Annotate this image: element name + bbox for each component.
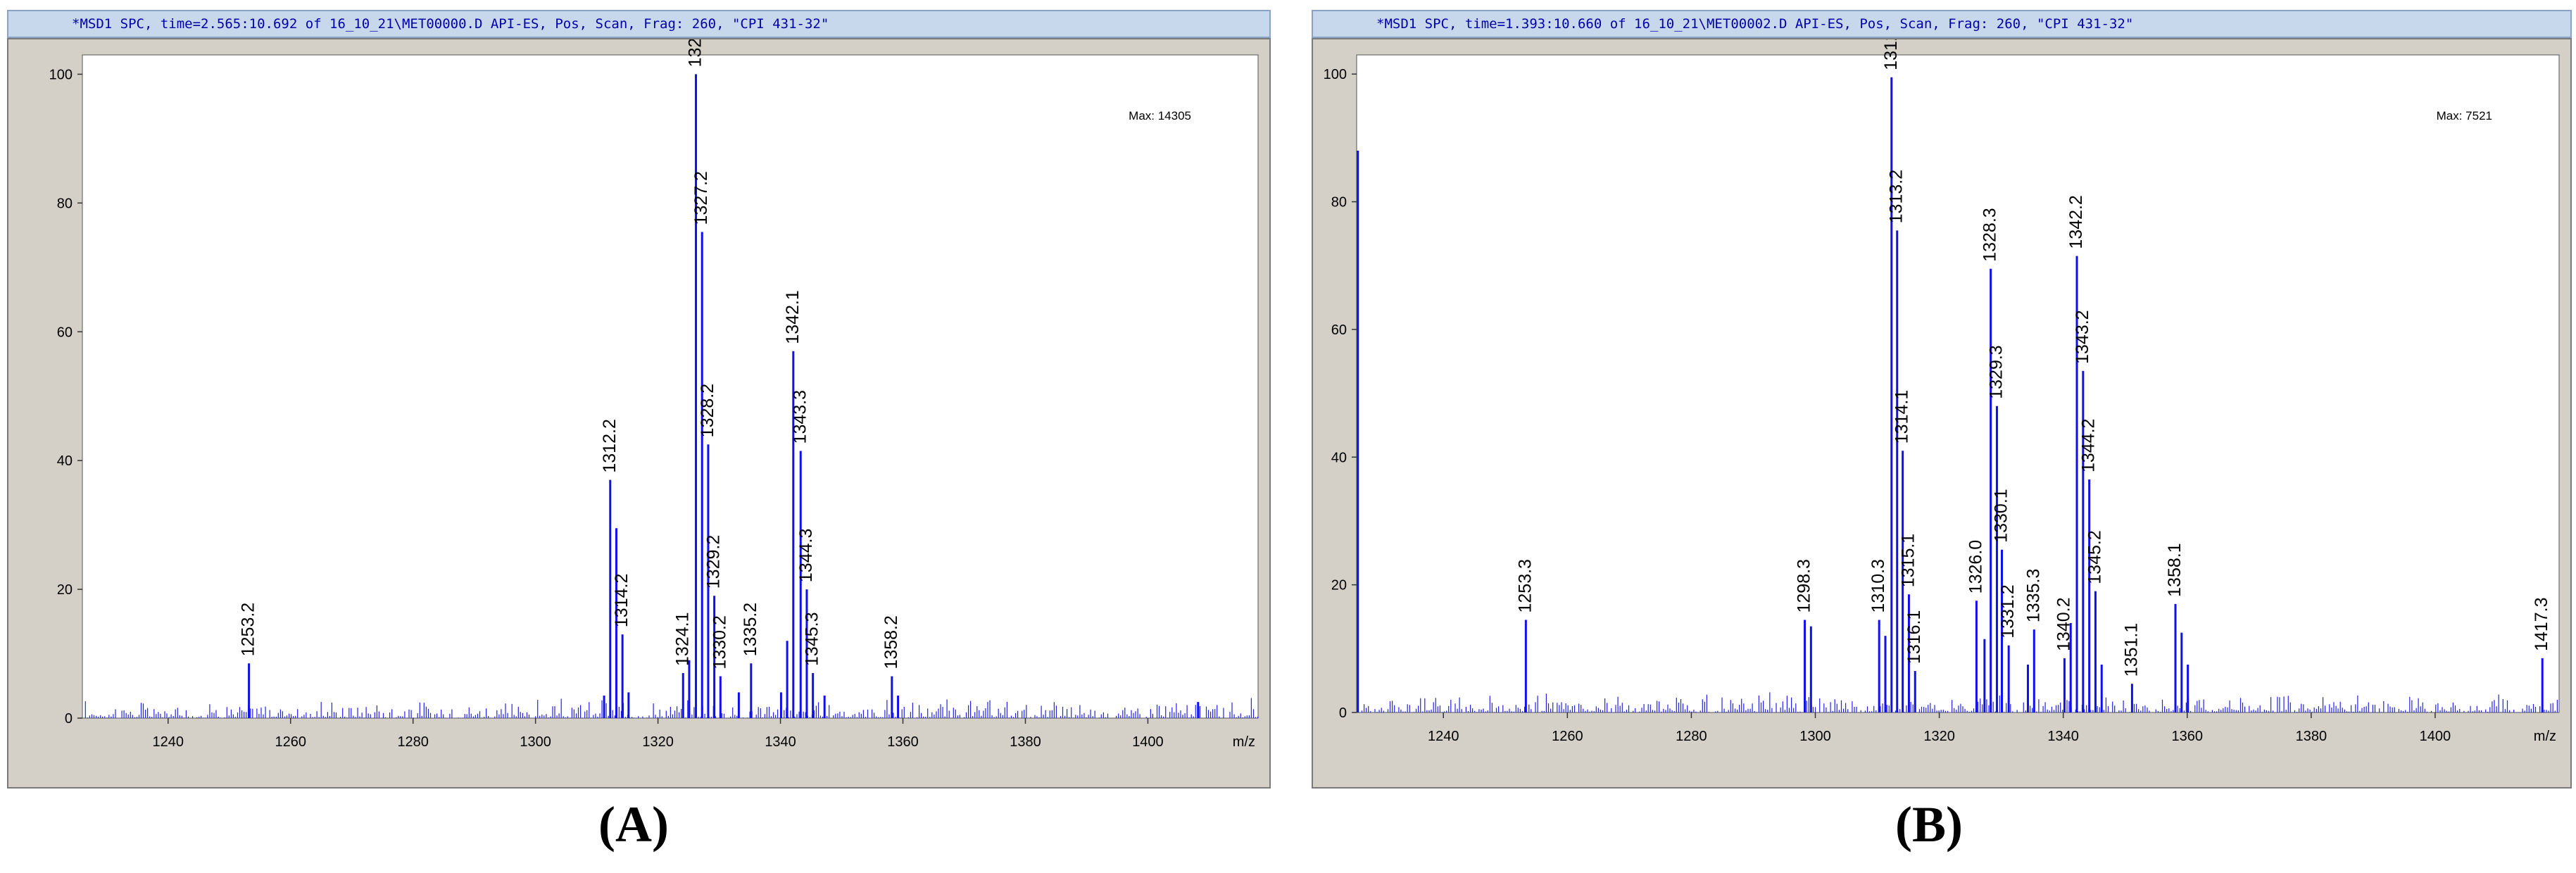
- peak-label: 1316.1: [1904, 610, 1924, 664]
- peak-label: 1314.1: [1892, 390, 1912, 444]
- peak-label: 1312.3: [1881, 39, 1901, 70]
- x-tick-label: 1300: [520, 734, 551, 750]
- x-tick-label: 1380: [2296, 729, 2327, 744]
- peak-label: 1345.2: [2085, 530, 2104, 584]
- peak-label: 1328.3: [1980, 208, 2000, 261]
- x-tick-label: 1380: [1010, 734, 1041, 750]
- y-tick-label: 40: [57, 453, 73, 469]
- mass-spectrum-chart-a: 0 20 40 60 80 100 1240 1260 1280 1300 1320 1340 1360…: [49, 39, 1259, 750]
- peak-label: 1331.2: [1998, 584, 2018, 638]
- panel-label-a: (A): [598, 796, 669, 853]
- x-tick-label: 1260: [1552, 729, 1583, 744]
- peak-label: 1326.2: [686, 39, 705, 67]
- plot-area: [82, 54, 1259, 719]
- peak-label: 1358.1: [2165, 543, 2185, 596]
- x-tick-label: 1320: [642, 734, 674, 750]
- spectrum-panel-a: *MSD1 SPC, time=2.565:10.692 of 16_10_21…: [7, 0, 1271, 789]
- peak-label: 1315.1: [1898, 534, 1918, 587]
- x-tick-label: 1280: [397, 734, 429, 750]
- spectrum-plot-frame-a: 0 20 40 60 80 100 1240 1260 1280 1300 1320 1340 1360…: [7, 38, 1271, 789]
- x-tick-label: 1340: [765, 734, 796, 750]
- y-tick-label: 0: [65, 711, 73, 727]
- y-tick-label: 60: [57, 325, 73, 340]
- spectrum-window-title-b: *MSD1 SPC, time=1.393:10.660 of 16_10_21…: [1312, 10, 2572, 38]
- x-tick-label: 1360: [887, 734, 919, 750]
- peak-label: 1314.2: [612, 574, 632, 627]
- x-tick-label: 1400: [2420, 729, 2451, 744]
- peak-label: 1342.1: [783, 290, 803, 344]
- peak-label: 1298.3: [1795, 559, 1814, 613]
- mass-spectrum-chart-b: 0 20 40 60 80 100 1240 1260 1280 1300 1320 1340 1360…: [1324, 39, 2560, 744]
- y-tick-label: 40: [1331, 450, 1347, 465]
- peak-label: 1312.2: [600, 419, 620, 472]
- peak-label: 1342.2: [2066, 195, 2086, 249]
- baseline-noise: [84, 698, 1259, 718]
- max-intensity-readout: Max: 7521: [2437, 109, 2492, 123]
- x-axis-label: m/z: [1233, 734, 1255, 750]
- peak-label: 1326.0: [1966, 540, 1985, 593]
- x-tick-label: 1400: [1132, 734, 1164, 750]
- y-tick-label: 20: [57, 582, 73, 598]
- y-tick-label: 60: [1331, 322, 1347, 338]
- y-tick-label: 0: [1339, 705, 1347, 721]
- peak-label: 1310.3: [1868, 559, 1888, 613]
- peak-label: 1344.3: [796, 529, 816, 582]
- peak-label: 1358.2: [881, 615, 901, 669]
- x-tick-label: 1240: [1428, 729, 1459, 744]
- peak-label: 1344.2: [2079, 419, 2099, 472]
- x-tick-label: 1240: [153, 734, 184, 750]
- y-tick-label: 20: [1331, 578, 1347, 593]
- x-tick-label: 1340: [2047, 729, 2079, 744]
- peak-label: 1253.3: [1515, 559, 1535, 613]
- x-axis-label: m/z: [2534, 729, 2556, 744]
- spectrum-window-title-a: *MSD1 SPC, time=2.565:10.692 of 16_10_21…: [7, 10, 1271, 38]
- peak-label: 1330.1: [1992, 489, 2011, 542]
- peak-label: 1417.3: [2532, 597, 2551, 651]
- x-tick-label: 1260: [275, 734, 306, 750]
- plot-area: [1356, 54, 2560, 713]
- max-intensity-readout: Max: 14305: [1129, 109, 1191, 123]
- spectrum-plot-frame-b: 0 20 40 60 80 100 1240 1260 1280 1300 1320 1340 1360…: [1312, 38, 2572, 789]
- panel-label-b: (B): [1895, 796, 1963, 853]
- x-tick-label: 1320: [1923, 729, 1955, 744]
- peak-label: 1329.3: [1986, 345, 2006, 398]
- peak-label: 1335.3: [2023, 569, 2043, 622]
- peak-label: 1351.1: [2121, 623, 2141, 677]
- peak-label: 1343.3: [790, 390, 810, 444]
- peak-label: 1335.2: [741, 603, 760, 656]
- x-tick-label: 1300: [1799, 729, 1831, 744]
- peak-label: 1345.3: [803, 613, 822, 666]
- peak-label: 1324.1: [672, 613, 692, 666]
- peak-label: 1329.2: [704, 535, 724, 589]
- x-tick-label: 1280: [1676, 729, 1707, 744]
- y-tick-label: 80: [57, 196, 73, 211]
- peak-label: 1313.2: [1887, 170, 1906, 223]
- peak-label: 1343.2: [2073, 310, 2092, 363]
- spectrum-panel-b: *MSD1 SPC, time=1.393:10.660 of 16_10_21…: [1312, 0, 2572, 789]
- y-tick-label: 80: [1331, 195, 1347, 211]
- peak-label: 1327.2: [691, 171, 711, 225]
- y-tick-label: 100: [49, 67, 73, 82]
- x-tick-label: 1360: [2172, 729, 2204, 744]
- peak-label: 1253.2: [239, 603, 258, 656]
- peak-label: 1328.2: [698, 384, 717, 437]
- peak-label: 1330.2: [710, 615, 729, 669]
- y-tick-label: 100: [1324, 67, 1347, 82]
